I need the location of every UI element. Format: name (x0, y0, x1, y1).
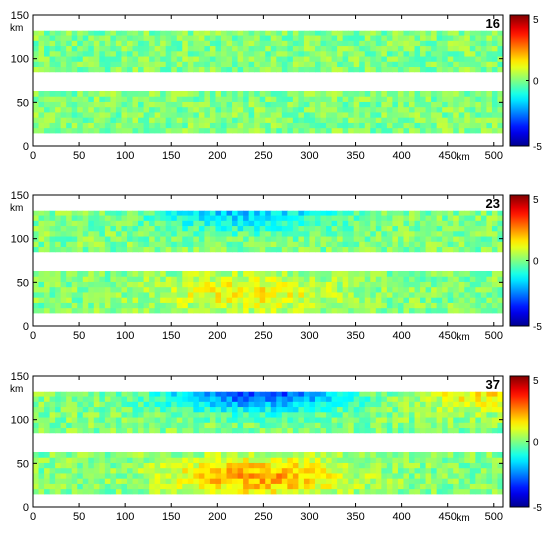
y-tick-label: 100 (11, 54, 29, 66)
panel-3: 0 50 100 150 200 250 300 350 400 450 500km05010015… (10, 371, 542, 524)
plot-frame (32, 194, 504, 327)
y-tick-label: 150 (11, 10, 29, 22)
y-tick-label: 50 (17, 277, 29, 289)
y-axis-unit: km (10, 203, 23, 214)
x-tick-label: 450 (439, 511, 457, 523)
panel-1: 0 50 100 150 200 250 300 350 400 450 500km05010015… (10, 10, 542, 163)
colorbar-tick-label: 0 (533, 438, 539, 449)
colorbar-tick-label: 5 (533, 15, 539, 26)
x-tick-label: 400 (392, 150, 410, 162)
x-tick-label: 0 (30, 330, 36, 342)
x-tick-label: 50 (73, 150, 85, 162)
data-strip-upper (33, 210, 504, 253)
x-tick-label: 150 (162, 511, 180, 523)
plot-frame (32, 14, 504, 147)
x-tick-label: 250 (254, 330, 272, 342)
x-tick-label: 350 (346, 511, 364, 523)
x-tick-label: 400 (392, 511, 410, 523)
x-tick-label: 250 (254, 511, 272, 523)
panel-label: 16 (486, 16, 500, 31)
data-strip-upper (33, 30, 504, 73)
x-tick-label: 300 (300, 150, 318, 162)
x-tick-label: 500 (485, 330, 503, 342)
data-strip-lower (33, 451, 504, 495)
x-tick-label: 400 (392, 330, 410, 342)
y-tick-label: 150 (11, 190, 29, 202)
y-tick-label: 50 (17, 458, 29, 470)
x-tick-label: 300 (300, 330, 318, 342)
y-axis-unit: km (10, 23, 23, 34)
x-tick-label: 150 (162, 330, 180, 342)
x-tick-label: 300 (300, 511, 318, 523)
data-strip-lower (33, 270, 504, 314)
x-axis-unit: km (456, 513, 469, 524)
x-tick-label: 100 (116, 511, 134, 523)
x-tick-label: 0 (30, 511, 36, 523)
colorbar-tick-label: -5 (533, 142, 542, 153)
x-tick-label: 500 (485, 150, 503, 162)
x-tick-label: 150 (162, 150, 180, 162)
x-tick-label: 450 (439, 330, 457, 342)
colorbar-tick-label: 0 (533, 77, 539, 88)
y-tick-label: 100 (11, 415, 29, 427)
x-tick-label: 50 (73, 330, 85, 342)
x-tick-label: 200 (208, 511, 226, 523)
data-strip-upper (33, 391, 504, 434)
colorbar-tick-label: 5 (533, 376, 539, 387)
y-tick-label: 100 (11, 234, 29, 246)
x-tick-label: 250 (254, 150, 272, 162)
x-tick-label: 50 (73, 511, 85, 523)
y-tick-label: 0 (23, 502, 29, 514)
y-tick-label: 150 (11, 371, 29, 383)
x-axis-unit: km (456, 152, 469, 163)
x-axis-unit: km (456, 332, 469, 343)
x-tick-label: 450 (439, 150, 457, 162)
y-tick-label: 0 (23, 321, 29, 333)
colorbar-tick-label: 0 (533, 257, 539, 268)
x-tick-label: 350 (346, 330, 364, 342)
x-tick-label: 100 (116, 150, 134, 162)
x-tick-label: 0 (30, 150, 36, 162)
panel-label: 37 (486, 377, 500, 392)
x-tick-label: 350 (346, 150, 364, 162)
y-tick-label: 50 (17, 97, 29, 109)
x-tick-label: 100 (116, 330, 134, 342)
colorbar-tick-label: -5 (533, 503, 542, 514)
x-tick-label: 200 (208, 330, 226, 342)
panel-label: 23 (486, 196, 500, 211)
colorbar-tick-label: 5 (533, 195, 539, 206)
x-tick-label: 200 (208, 150, 226, 162)
y-tick-label: 0 (23, 141, 29, 153)
plot-frame (32, 375, 504, 508)
y-axis-unit: km (10, 384, 23, 395)
data-strip-lower (33, 90, 504, 134)
panel-2: 0 50 100 150 200 250 300 350 400 450 500km05010015… (10, 190, 542, 343)
x-tick-label: 500 (485, 511, 503, 523)
colorbar-tick-label: -5 (533, 322, 542, 333)
